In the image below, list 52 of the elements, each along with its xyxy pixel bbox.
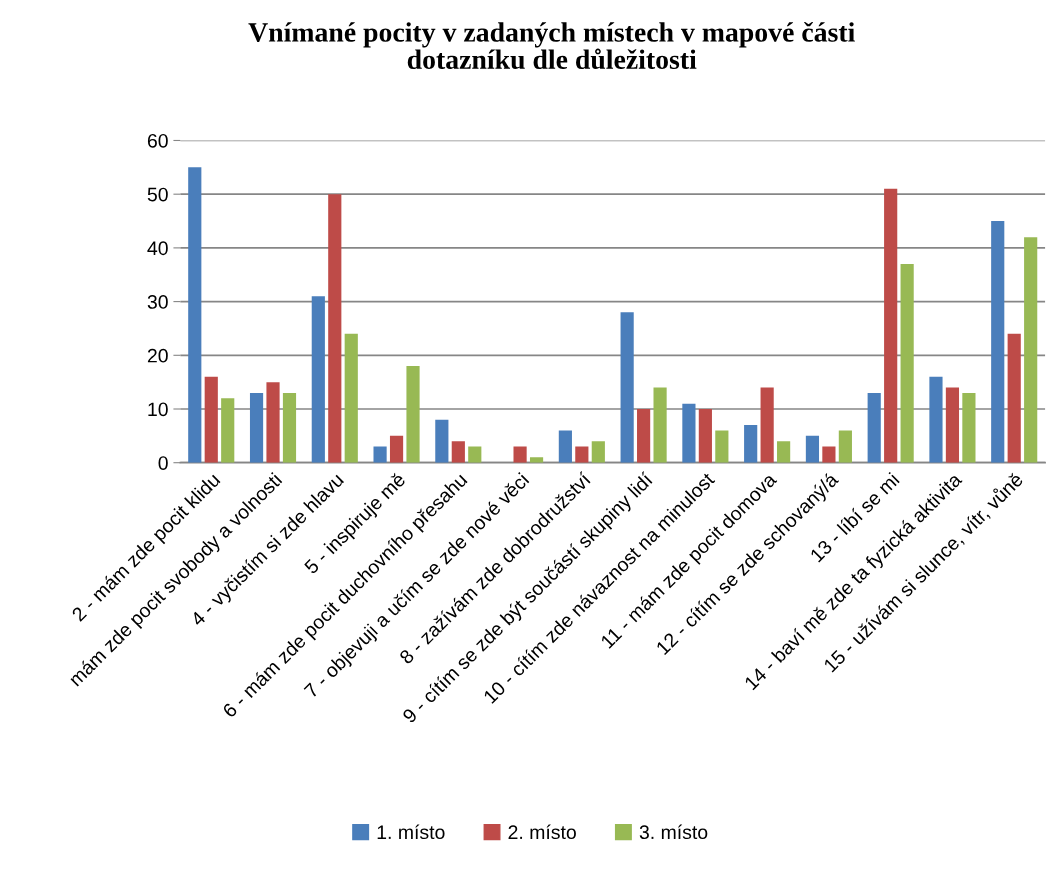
bar [867,392,881,463]
bar [373,446,387,463]
y-tick-label: 50 [147,187,168,202]
bar [744,425,758,463]
legend-label: 1. místo [377,824,445,840]
bar [838,430,852,463]
y-tick-label: 10 [148,402,168,417]
bar [513,446,527,463]
bar [468,446,482,463]
y-tick-label: 20 [147,348,168,363]
bar [805,435,820,463]
bar [406,366,420,463]
bar [884,188,898,463]
y-tick-label: 0 [158,456,168,470]
chart-title: Vnímané pocity v zadaných místech v mapové části dotazníku dle důležitosti [248,21,855,70]
bar [188,167,202,463]
bar [249,392,264,463]
bar [328,194,342,463]
bar [991,221,1005,463]
bar [653,387,667,463]
bar [822,446,836,463]
bar [221,398,235,463]
legend-label: 3. místo [639,824,708,840]
bar [929,376,943,463]
bar [945,387,960,463]
bar [282,392,297,463]
bar [715,430,729,463]
bar [435,419,449,463]
y-tick-label: 40 [147,241,168,256]
bar [558,430,572,463]
bar [575,446,589,463]
bar [777,441,791,463]
bar [698,409,712,463]
bar [962,392,976,463]
bar [451,441,465,463]
y-tick-label: 60 [147,133,168,148]
bar [591,441,605,463]
bar [1007,333,1021,463]
bar [344,333,358,463]
bar [760,387,774,463]
bar [529,457,544,463]
bar [682,403,696,463]
bar [266,382,280,463]
bar [900,264,914,463]
y-tick-label: 30 [147,295,168,309]
bar [204,376,218,463]
bar [620,312,634,463]
bar [311,296,325,463]
bar [389,435,404,463]
legend-label: 2. místo [508,824,576,840]
bar [637,409,651,463]
bar [1024,237,1038,463]
